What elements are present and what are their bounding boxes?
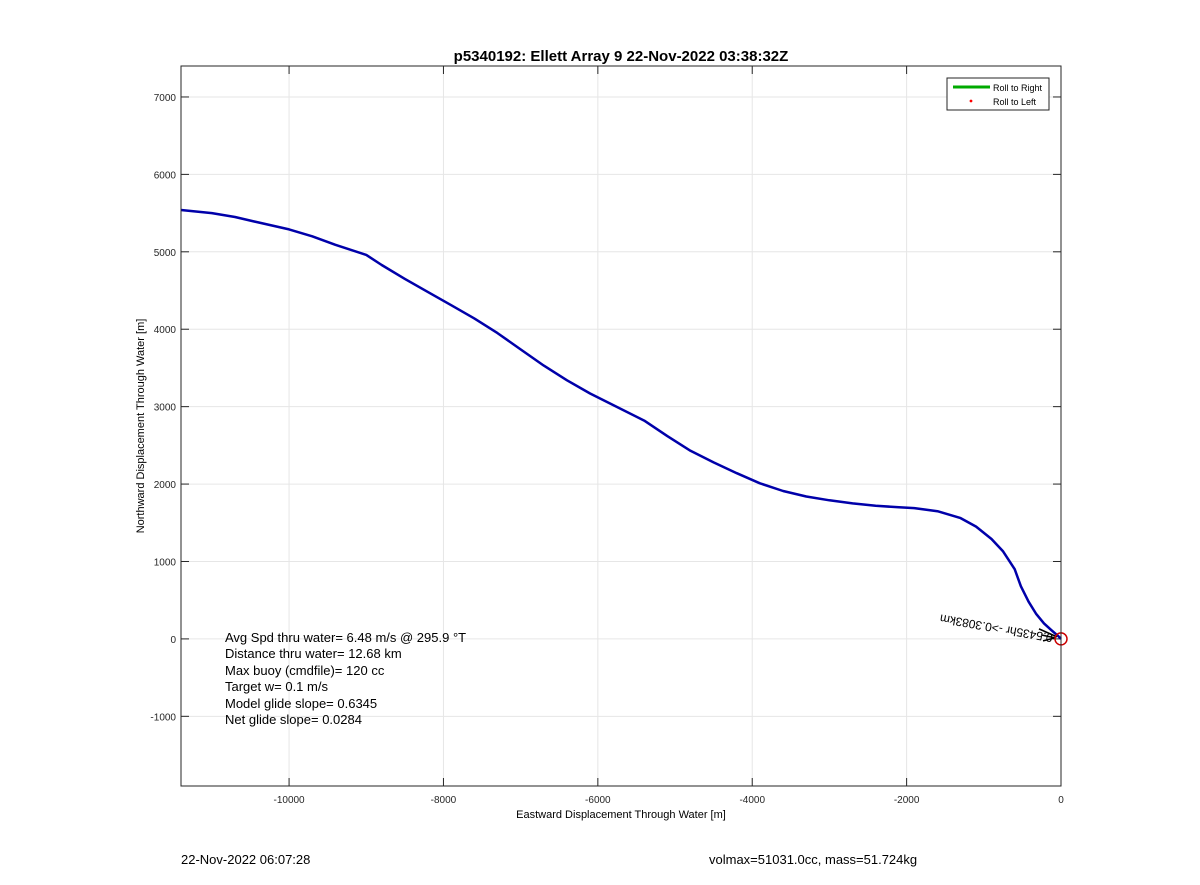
- trajectory-line: [180, 208, 1062, 640]
- chart-title: p5340192: Ellett Array 9 22-Nov-2022 03:…: [454, 48, 789, 65]
- y-tick-label: 7000: [154, 93, 177, 104]
- plot-area: [181, 66, 1061, 786]
- legend-roll-left-label: Roll to Left: [993, 97, 1037, 107]
- axis-ticks: -10000 -8000 -6000 -4000 -2000 0-100001000200…: [150, 66, 1064, 806]
- y-tick-label: 5000: [154, 248, 177, 259]
- avg-speed-text: Avg Spd thru water= 6.48 m/s @ 295.9 °T: [225, 630, 467, 645]
- x-tick-label: -6000: [585, 795, 611, 806]
- x-tick-label: -10000: [273, 795, 305, 806]
- y-tick-label: 6000: [154, 170, 177, 181]
- y-tick-label: 0: [170, 635, 176, 646]
- x-tick-label: 0: [1058, 795, 1064, 806]
- max-buoy-text: Max buoy (cmdfile)= 120 cc: [225, 662, 385, 678]
- legend-box: [946, 77, 1050, 111]
- series-layer: [180, 208, 1062, 640]
- x-tick-label: -2000: [894, 795, 920, 806]
- plot-frame: [180, 65, 1062, 787]
- net-glide-text: Net glide slope= 0.0284: [225, 712, 362, 728]
- y-tick-label: 4000: [154, 325, 177, 336]
- footer-timestamp: 22-Nov-2022 06:07:28: [181, 852, 311, 867]
- y-tick-label: -1000: [150, 712, 176, 723]
- x-tick-label: -4000: [739, 795, 765, 806]
- model-glide-text: Model glide slope= 0.6345: [225, 695, 378, 711]
- legend-roll-right-label: Roll to Right: [993, 83, 1043, 93]
- distance-text: Distance thru water= 12.68 km: [225, 646, 402, 662]
- x-tick-label: -8000: [431, 795, 457, 806]
- legend-roll-left-swatch: [969, 99, 973, 103]
- y-tick-label: 1000: [154, 557, 177, 568]
- legend: Roll to Right Roll to Left: [946, 77, 1050, 111]
- end-arrow-marks: [1038, 628, 1058, 642]
- footer-mass-info: volmax=51031.0cc, mass=51.724kg: [709, 852, 918, 867]
- stats-panel: Avg Spd thru water= 6.48 m/s @ 295.9 °T …: [225, 630, 466, 728]
- y-tick-label: 3000: [154, 403, 177, 414]
- target-w-text: Target w= 0.1 m/s: [225, 679, 328, 695]
- grid-lines: [181, 66, 1062, 786]
- y-axis-label: Northward Displacement Through Water [m]: [135, 319, 147, 534]
- y-tick-label: 2000: [154, 480, 177, 491]
- x-axis-label: Eastward Displacement Through Water [m]: [516, 809, 726, 821]
